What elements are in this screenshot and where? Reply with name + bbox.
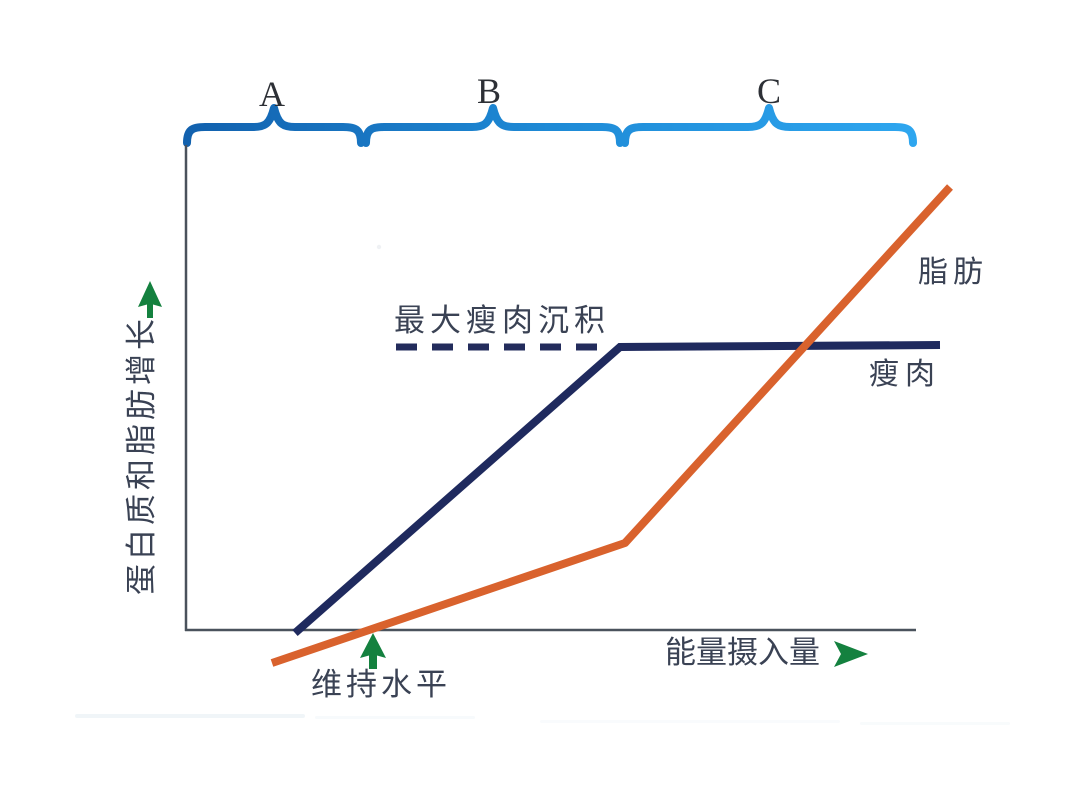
brace-region-b xyxy=(362,104,624,147)
maintenance-level-label: 维持水平 xyxy=(311,667,451,702)
maintenance-arrow-icon xyxy=(360,633,386,669)
y-axis-label: 蛋白质和脂肪增长 xyxy=(124,315,159,595)
region-label-b: B xyxy=(477,71,501,111)
fat-line xyxy=(270,184,953,667)
brace-region-c xyxy=(621,104,917,147)
x-axis-arrow-icon xyxy=(834,641,868,667)
max-lean-deposition-label: 最大瘦肉沉积 xyxy=(394,303,610,338)
erased-text-smudge xyxy=(75,244,1010,725)
brace-region-a xyxy=(183,104,365,147)
region-label-a: A xyxy=(259,74,285,114)
lean-meat-line xyxy=(292,341,941,637)
y-axis-arrow-icon xyxy=(138,281,162,318)
x-axis-label: 能量摄入量 xyxy=(665,635,820,670)
lean-series-label: 瘦肉 xyxy=(869,358,941,391)
fat-series-label: 脂肪 xyxy=(918,256,988,289)
region-label-c: C xyxy=(757,71,781,111)
